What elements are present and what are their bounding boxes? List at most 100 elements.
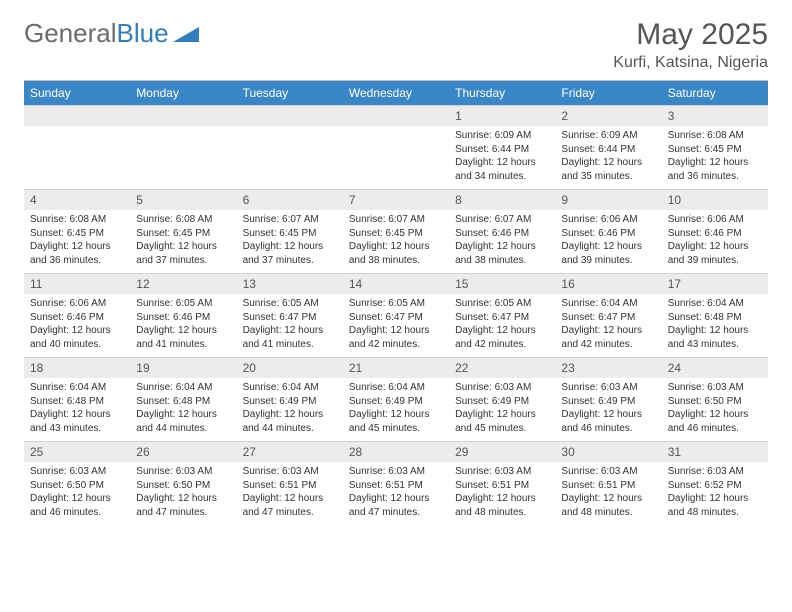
sunset-text: Sunset: 6:47 PM (455, 311, 549, 325)
weekday-header: Thursday (449, 81, 555, 106)
day-number (130, 106, 236, 126)
day-body: Sunrise: 6:08 AMSunset: 6:45 PMDaylight:… (130, 210, 236, 273)
daylight-text: Daylight: 12 hours and 37 minutes. (136, 240, 230, 267)
daylight-text: Daylight: 12 hours and 41 minutes. (136, 324, 230, 351)
day-body: Sunrise: 6:03 AMSunset: 6:50 PMDaylight:… (24, 462, 130, 525)
day-number: 16 (555, 274, 661, 294)
brand-word-2: Blue (117, 18, 169, 49)
weekday-header: Monday (130, 81, 236, 106)
brand-word-1: General (24, 18, 117, 49)
daylight-text: Daylight: 12 hours and 46 minutes. (561, 408, 655, 435)
calendar-body: 1Sunrise: 6:09 AMSunset: 6:44 PMDaylight… (24, 106, 768, 526)
day-body (130, 126, 236, 186)
daylight-text: Daylight: 12 hours and 42 minutes. (349, 324, 443, 351)
daylight-text: Daylight: 12 hours and 44 minutes. (136, 408, 230, 435)
day-number: 27 (237, 442, 343, 462)
day-body: Sunrise: 6:07 AMSunset: 6:46 PMDaylight:… (449, 210, 555, 273)
daylight-text: Daylight: 12 hours and 38 minutes. (455, 240, 549, 267)
day-body: Sunrise: 6:03 AMSunset: 6:49 PMDaylight:… (449, 378, 555, 441)
sunset-text: Sunset: 6:45 PM (136, 227, 230, 241)
sunset-text: Sunset: 6:52 PM (668, 479, 762, 493)
weekday-header-row: Sunday Monday Tuesday Wednesday Thursday… (24, 81, 768, 106)
day-number: 3 (662, 106, 768, 126)
day-number: 28 (343, 442, 449, 462)
sunrise-text: Sunrise: 6:05 AM (455, 297, 549, 311)
daylight-text: Daylight: 12 hours and 47 minutes. (349, 492, 443, 519)
sunrise-text: Sunrise: 6:03 AM (668, 381, 762, 395)
daylight-text: Daylight: 12 hours and 46 minutes. (668, 408, 762, 435)
day-number: 22 (449, 358, 555, 378)
sunrise-text: Sunrise: 6:04 AM (349, 381, 443, 395)
calendar-cell: 29Sunrise: 6:03 AMSunset: 6:51 PMDayligh… (449, 442, 555, 526)
day-number: 10 (662, 190, 768, 210)
sunset-text: Sunset: 6:44 PM (561, 143, 655, 157)
sunrise-text: Sunrise: 6:09 AM (561, 129, 655, 143)
sunrise-text: Sunrise: 6:04 AM (668, 297, 762, 311)
day-number: 4 (24, 190, 130, 210)
calendar-cell: 10Sunrise: 6:06 AMSunset: 6:46 PMDayligh… (662, 190, 768, 274)
sunset-text: Sunset: 6:50 PM (668, 395, 762, 409)
calendar-cell: 9Sunrise: 6:06 AMSunset: 6:46 PMDaylight… (555, 190, 661, 274)
day-number: 29 (449, 442, 555, 462)
day-body: Sunrise: 6:04 AMSunset: 6:48 PMDaylight:… (130, 378, 236, 441)
sunrise-text: Sunrise: 6:03 AM (136, 465, 230, 479)
location-text: Kurfi, Katsina, Nigeria (613, 54, 768, 72)
day-number: 7 (343, 190, 449, 210)
sunset-text: Sunset: 6:49 PM (243, 395, 337, 409)
day-number: 26 (130, 442, 236, 462)
sunset-text: Sunset: 6:47 PM (349, 311, 443, 325)
daylight-text: Daylight: 12 hours and 39 minutes. (668, 240, 762, 267)
calendar-cell (343, 106, 449, 190)
day-number: 18 (24, 358, 130, 378)
sunrise-text: Sunrise: 6:05 AM (136, 297, 230, 311)
sunset-text: Sunset: 6:50 PM (30, 479, 124, 493)
sunset-text: Sunset: 6:46 PM (30, 311, 124, 325)
calendar-cell: 8Sunrise: 6:07 AMSunset: 6:46 PMDaylight… (449, 190, 555, 274)
day-number: 25 (24, 442, 130, 462)
calendar-cell: 14Sunrise: 6:05 AMSunset: 6:47 PMDayligh… (343, 274, 449, 358)
sunrise-text: Sunrise: 6:07 AM (349, 213, 443, 227)
day-body: Sunrise: 6:09 AMSunset: 6:44 PMDaylight:… (555, 126, 661, 189)
day-body: Sunrise: 6:03 AMSunset: 6:50 PMDaylight:… (662, 378, 768, 441)
day-number: 8 (449, 190, 555, 210)
sunset-text: Sunset: 6:46 PM (561, 227, 655, 241)
sunrise-text: Sunrise: 6:05 AM (349, 297, 443, 311)
brand-triangle-icon (173, 18, 199, 49)
sunset-text: Sunset: 6:45 PM (349, 227, 443, 241)
calendar-cell: 3Sunrise: 6:08 AMSunset: 6:45 PMDaylight… (662, 106, 768, 190)
sunrise-text: Sunrise: 6:04 AM (243, 381, 337, 395)
sunrise-text: Sunrise: 6:03 AM (455, 465, 549, 479)
calendar-cell: 25Sunrise: 6:03 AMSunset: 6:50 PMDayligh… (24, 442, 130, 526)
day-body: Sunrise: 6:06 AMSunset: 6:46 PMDaylight:… (662, 210, 768, 273)
daylight-text: Daylight: 12 hours and 48 minutes. (561, 492, 655, 519)
daylight-text: Daylight: 12 hours and 43 minutes. (30, 408, 124, 435)
calendar-cell: 15Sunrise: 6:05 AMSunset: 6:47 PMDayligh… (449, 274, 555, 358)
sunrise-text: Sunrise: 6:03 AM (561, 381, 655, 395)
day-number: 6 (237, 190, 343, 210)
daylight-text: Daylight: 12 hours and 35 minutes. (561, 156, 655, 183)
daylight-text: Daylight: 12 hours and 45 minutes. (455, 408, 549, 435)
day-number: 9 (555, 190, 661, 210)
day-body: Sunrise: 6:05 AMSunset: 6:47 PMDaylight:… (449, 294, 555, 357)
calendar-cell (24, 106, 130, 190)
calendar-table: Sunday Monday Tuesday Wednesday Thursday… (24, 81, 768, 525)
daylight-text: Daylight: 12 hours and 36 minutes. (30, 240, 124, 267)
sunset-text: Sunset: 6:49 PM (455, 395, 549, 409)
weekday-header: Friday (555, 81, 661, 106)
calendar-cell: 1Sunrise: 6:09 AMSunset: 6:44 PMDaylight… (449, 106, 555, 190)
sunrise-text: Sunrise: 6:07 AM (243, 213, 337, 227)
calendar-cell: 21Sunrise: 6:04 AMSunset: 6:49 PMDayligh… (343, 358, 449, 442)
day-number: 19 (130, 358, 236, 378)
sunrise-text: Sunrise: 6:04 AM (561, 297, 655, 311)
day-body: Sunrise: 6:04 AMSunset: 6:49 PMDaylight:… (237, 378, 343, 441)
day-body: Sunrise: 6:07 AMSunset: 6:45 PMDaylight:… (237, 210, 343, 273)
sunset-text: Sunset: 6:51 PM (243, 479, 337, 493)
weekday-header: Saturday (662, 81, 768, 106)
calendar-row: 25Sunrise: 6:03 AMSunset: 6:50 PMDayligh… (24, 442, 768, 526)
sunrise-text: Sunrise: 6:06 AM (30, 297, 124, 311)
day-number: 31 (662, 442, 768, 462)
day-body (24, 126, 130, 186)
calendar-cell: 27Sunrise: 6:03 AMSunset: 6:51 PMDayligh… (237, 442, 343, 526)
sunrise-text: Sunrise: 6:03 AM (243, 465, 337, 479)
calendar-cell: 24Sunrise: 6:03 AMSunset: 6:50 PMDayligh… (662, 358, 768, 442)
